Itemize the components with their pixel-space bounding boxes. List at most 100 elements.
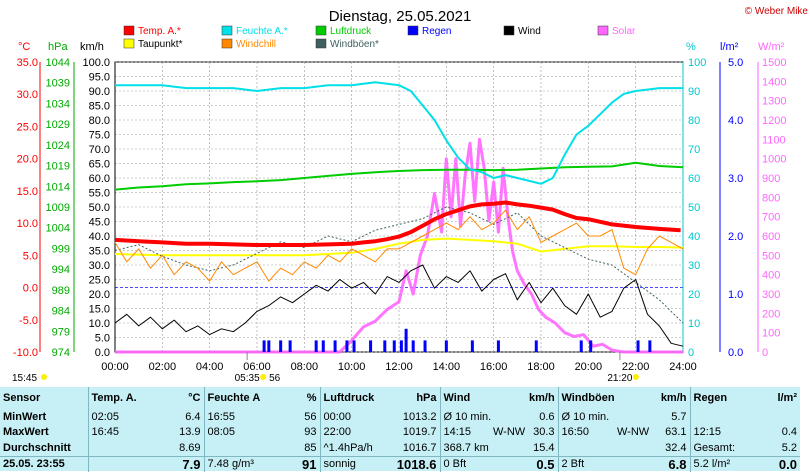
series-windb-en <box>114 206 684 324</box>
rain-tick-label: 2.0 <box>728 231 743 243</box>
sunrise-time-label: 05:35 <box>235 373 260 384</box>
x-tick-label: 08:00 <box>291 361 319 373</box>
legend-label: Luftdruck <box>330 26 372 37</box>
wind-tick-label: 5.0 <box>95 333 110 345</box>
series-wind <box>114 264 684 347</box>
stats-row-current: 25.05. 23:55 7.9 7.48 g/m³ 91 sonnig 101… <box>0 455 800 472</box>
rain-bar <box>392 340 396 352</box>
header-gust-unit: km/h <box>660 392 687 404</box>
wind-tick-label: 80.0 <box>89 115 110 127</box>
rain-bar <box>423 340 427 352</box>
gust-value: 6.8 <box>650 455 690 472</box>
rain-bar <box>383 340 387 352</box>
temp-time <box>87 455 144 472</box>
gust-direction: W-NW <box>617 426 650 439</box>
x-tick-label: 06:00 <box>243 361 271 373</box>
rain-bar <box>589 340 593 352</box>
sunrise-extra-label: 56 <box>269 373 281 384</box>
rain-bar <box>579 340 583 352</box>
legend-label: Windchill <box>236 39 276 50</box>
rain-bar <box>288 340 292 352</box>
humidity-tick-label: 60 <box>688 173 700 185</box>
pressure-tick-label: 984 <box>52 306 70 318</box>
wind-value: 15.4 <box>533 441 555 454</box>
rain-time: 5.2 l/m² <box>689 455 758 472</box>
rain-time: 12:15 <box>689 424 758 440</box>
wind-time: 0 Bft <box>439 455 526 472</box>
header-gust: Windböen <box>557 387 614 409</box>
gust-time: 16:50 <box>557 424 614 440</box>
rain-bar <box>321 340 325 352</box>
solar-tick-label: 0 <box>762 347 768 359</box>
axis-units: °C hPa km/h % l/m² W/m² <box>18 41 785 53</box>
legend-swatch <box>597 25 609 36</box>
wind-unit-label: km/h <box>80 41 104 53</box>
rain-bar <box>496 340 500 352</box>
wind-tick-label: 70.0 <box>89 144 110 156</box>
temp-value: 7.9 <box>144 455 204 472</box>
temp-tick-label: 10.0 <box>17 218 38 230</box>
rain-bar <box>352 340 356 352</box>
pressure-tick-label: 979 <box>52 326 70 338</box>
legend-label: Taupunkt* <box>138 39 183 50</box>
humidity-tick-label: 30 <box>688 260 700 272</box>
wind-direction: W-NW <box>493 426 526 439</box>
hum-value: 85 <box>304 441 317 454</box>
press-time: ^1.4hPa/h <box>319 440 380 456</box>
header-temp: Temp. A. <box>87 387 144 409</box>
weather-chart: Dienstag, 25.05.2021 © Weber Mike Temp. … <box>12 6 809 384</box>
rain-bar <box>345 340 349 352</box>
chart-title: Dienstag, 25.05.2021 <box>329 8 472 25</box>
legend-swatch <box>315 25 327 36</box>
solar-tick-label: 300 <box>762 289 780 301</box>
stats-header-row: Sensor Temp. A. °C Feuchte A. % Luftdruc… <box>0 387 800 409</box>
hum-time <box>203 440 260 456</box>
rain-bar <box>534 340 538 352</box>
wind-time: 368.7 km <box>439 440 526 456</box>
rain-tick-label: 4.0 <box>728 115 743 127</box>
temp-unit-label: °C <box>18 41 30 53</box>
temp-tick-label: 5.0 <box>23 250 38 262</box>
rain-unit-label: l/m² <box>720 41 739 53</box>
legend-label: Windböen* <box>330 39 379 50</box>
solar-unit-label: W/m² <box>758 41 785 53</box>
x-tick-label: 04:00 <box>196 361 224 373</box>
wind-value: 0.5 <box>526 455 558 472</box>
solar-tick-label: 400 <box>762 270 780 282</box>
wind-tick-label: 95.0 <box>89 72 110 84</box>
solar-tick-label: 1100 <box>762 134 786 146</box>
hum-time: 08:05 <box>203 424 260 440</box>
sunshine-time-label: 15:45 <box>12 373 37 384</box>
header-hum-unit: % <box>306 392 317 404</box>
gust-time <box>557 440 650 456</box>
rain-bar <box>470 340 474 352</box>
humidity-tick-label: 70 <box>688 144 700 156</box>
stats-row-max: MaxWert 16:45 13.9 08:05 93 22:00 1019.7… <box>0 424 800 440</box>
gust-time: 2 Bft <box>557 455 650 472</box>
solar-tick-label: 1500 <box>762 57 786 69</box>
solar-tick-label: 600 <box>762 231 780 243</box>
humidity-tick-label: 0 <box>688 347 694 359</box>
temp-tick-label: 25.0 <box>17 121 38 133</box>
wind-tick-label: 85.0 <box>89 101 110 113</box>
legend-swatch <box>503 25 515 36</box>
humidity-unit-label: % <box>686 41 696 53</box>
header-rain: Regen <box>689 387 758 409</box>
pressure-tick-label: 999 <box>52 243 70 255</box>
humidity-tick-label: 80 <box>688 115 700 127</box>
hum-value: 93 <box>304 426 317 439</box>
wind-tick-label: 90.0 <box>89 86 110 98</box>
x-tick-label: 14:00 <box>433 361 461 373</box>
row-label: 25.05. 23:55 <box>0 455 88 472</box>
press-time: 00:00 <box>319 409 380 425</box>
sunset-time-label: 21:20 <box>607 373 632 384</box>
temp-time: 02:05 <box>87 409 144 425</box>
credit-text[interactable]: © Weber Mike <box>745 6 809 17</box>
press-time: sonnig <box>319 455 380 472</box>
stats-table: Sensor Temp. A. °C Feuchte A. % Luftdruc… <box>0 387 800 472</box>
solar-tick-label: 100 <box>762 328 780 340</box>
x-tick-label: 02:00 <box>149 361 177 373</box>
rain-bar <box>314 340 318 352</box>
solar-tick-label: 500 <box>762 250 780 262</box>
wind-tick-label: 75.0 <box>89 130 110 142</box>
